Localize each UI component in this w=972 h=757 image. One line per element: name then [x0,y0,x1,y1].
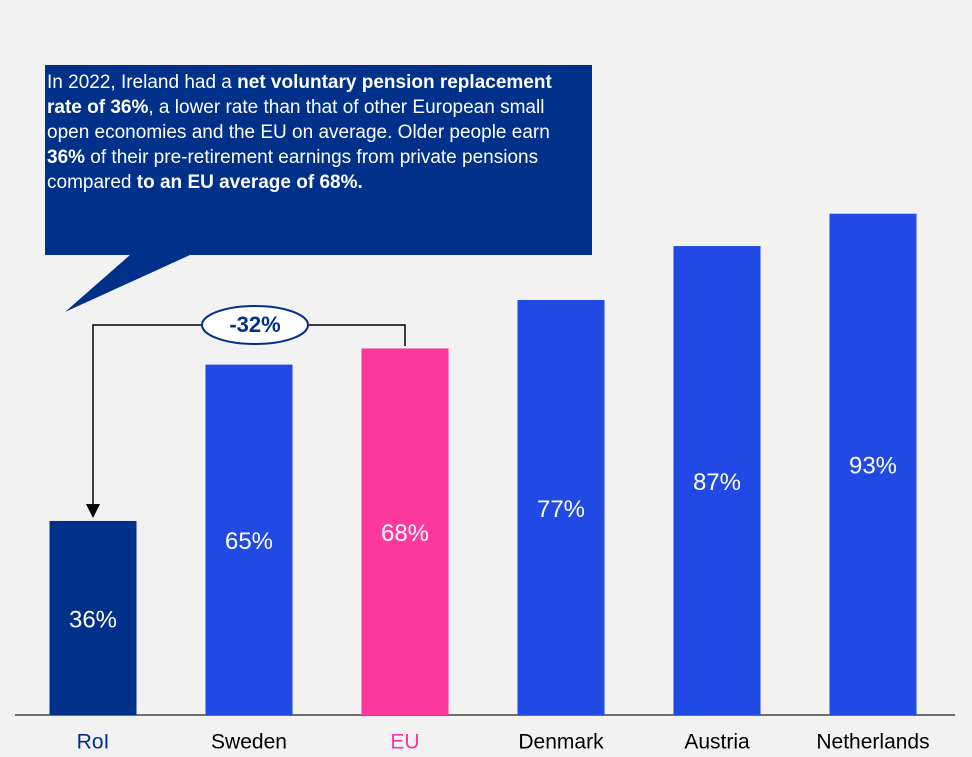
x-tick-label: Austria [684,731,750,754]
arrow-head [86,504,100,518]
x-tick-label: EU [390,731,419,754]
bar [673,246,761,715]
value-label: 68% [381,520,429,547]
value-label: 87% [693,469,741,496]
x-tick-label: Denmark [518,731,604,754]
bar [361,348,449,715]
callout-text: In 2022, Ireland had a net voluntary pen… [47,70,587,195]
bar [517,299,605,715]
value-label: 77% [537,496,585,523]
callout-segment: , a lower rate than that of other Europe… [47,97,550,143]
bar [205,364,293,715]
callout-segment: of their pre-retirement earnings from pr… [47,147,539,193]
callout-box [45,65,592,312]
difference-badge [201,305,309,345]
bar [829,213,917,716]
callout-segment: to an EU average of 68%. [136,172,363,193]
value-label: 93% [849,453,897,480]
x-tick-label: Netherlands [816,731,929,754]
difference-label: -32% [229,312,280,337]
value-label: 65% [225,528,273,555]
callout-segment: In 2022, Ireland had a [47,72,238,93]
callout-segment: 36% [47,147,86,168]
value-label: 36% [69,606,117,633]
x-tick-label: RoI [77,731,110,754]
bar [49,520,137,715]
callout-segment: net voluntary pension replacement rate o… [47,72,552,118]
x-tick-label: Sweden [211,731,287,754]
